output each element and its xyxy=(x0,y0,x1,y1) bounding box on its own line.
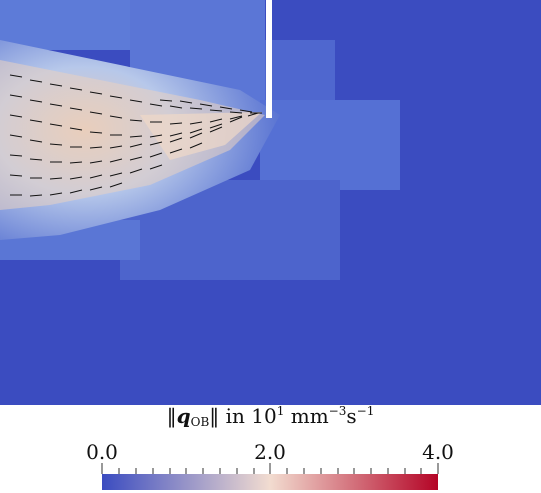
flux-arrows xyxy=(9,74,262,197)
colorbar-max-label: 4.0 xyxy=(422,440,454,464)
flux-field-plot xyxy=(0,0,541,405)
colorbar-ticks xyxy=(101,463,439,474)
crack-notch xyxy=(266,0,272,118)
colorbar-gradient xyxy=(102,474,438,490)
colorbar-min-label: 0.0 xyxy=(86,440,118,464)
colorbar xyxy=(101,463,439,490)
colorbar-mid-label: 2.0 xyxy=(254,440,286,464)
mesh-patches xyxy=(0,0,400,280)
colorbar-title: ‖qOB‖ in 101 mm−3s−1 xyxy=(166,404,375,429)
